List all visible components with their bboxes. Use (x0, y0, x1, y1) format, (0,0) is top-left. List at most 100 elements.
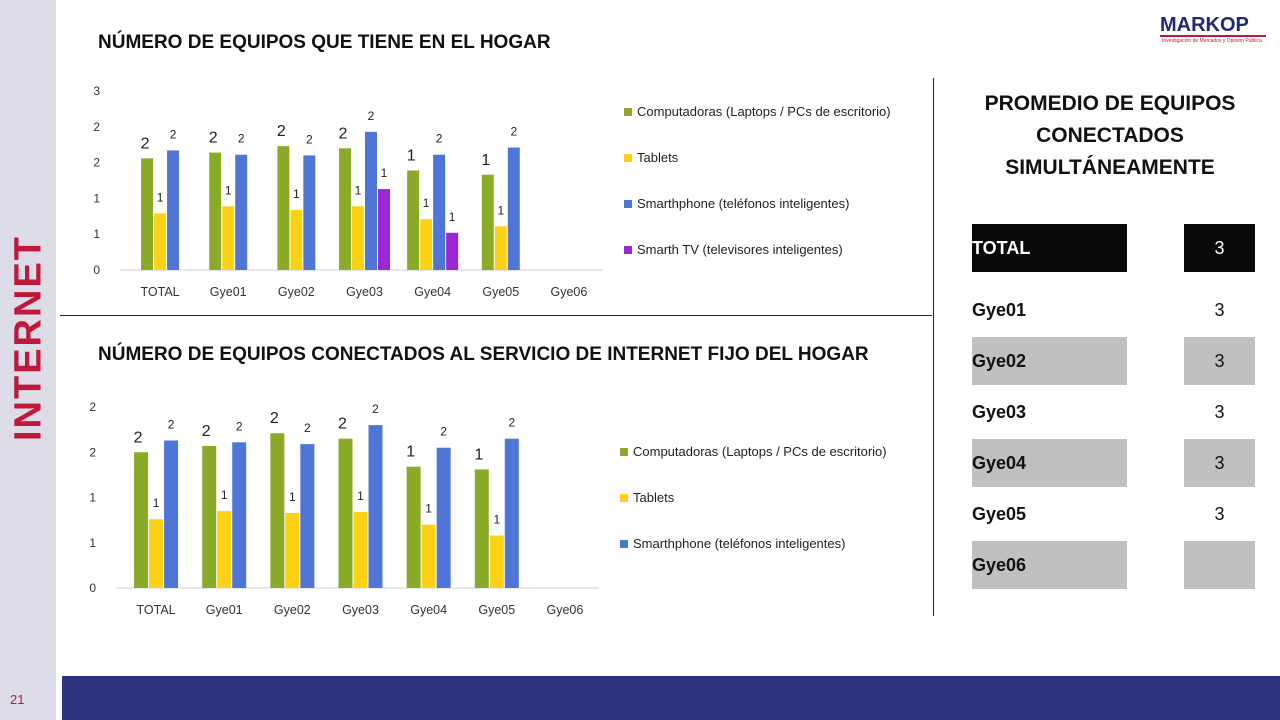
bar (303, 155, 316, 270)
bar (232, 442, 247, 588)
footer-bar (62, 676, 1280, 720)
data-label: 1 (481, 152, 490, 169)
bar (481, 174, 494, 270)
bar (368, 425, 383, 588)
bar (378, 189, 390, 270)
x-tick-label: TOTAL (141, 285, 180, 299)
legend-swatch (624, 200, 632, 208)
bar (507, 147, 520, 270)
bar (474, 469, 489, 588)
bar (365, 131, 377, 270)
bar (209, 152, 222, 270)
legend-swatch (620, 540, 628, 548)
promedio-row-label: Gye01 (972, 300, 1027, 320)
data-label: 1 (153, 496, 160, 510)
data-label: 2 (270, 410, 279, 427)
data-label: 2 (141, 135, 150, 152)
legend-swatch (624, 246, 632, 254)
bar (277, 146, 290, 270)
x-tick-label: Gye05 (482, 285, 519, 299)
legend-item: Tablets (624, 148, 894, 167)
legend-item: Computadoras (Laptops / PCs de escritori… (624, 102, 894, 121)
bar (167, 150, 180, 270)
bar (420, 219, 433, 270)
bar (504, 438, 519, 588)
promedio-row: TOTAL 3 (972, 224, 1256, 272)
bar (300, 444, 315, 588)
data-label: 1 (289, 490, 296, 504)
bar (489, 535, 504, 588)
data-label: 2 (440, 425, 447, 439)
x-tick-label: Gye05 (478, 603, 515, 617)
promedio-row-value: 3 (1184, 439, 1255, 487)
legend-item: Tablets (620, 488, 890, 507)
data-label: 1 (221, 488, 228, 502)
bar (407, 170, 420, 270)
chart1-title: NÚMERO DE EQUIPOS QUE TIENE EN EL HOGAR (98, 32, 551, 53)
data-label: 2 (436, 132, 443, 146)
bar (164, 440, 179, 588)
data-label: 1 (406, 444, 415, 461)
data-label: 1 (423, 196, 430, 210)
data-label: 2 (236, 419, 243, 433)
y-tick-label: 0 (89, 581, 96, 595)
y-tick-label: 3 (93, 84, 100, 98)
legend-swatch (624, 108, 632, 116)
promedio-row-value: 3 (1214, 504, 1225, 524)
bar (217, 511, 232, 588)
data-label: 2 (508, 416, 515, 430)
x-tick-label: Gye02 (278, 285, 315, 299)
legend-label: Tablets (637, 150, 679, 165)
data-label: 2 (202, 423, 211, 440)
y-tick-label: 1 (89, 536, 96, 550)
bar (433, 154, 446, 270)
x-tick-label: Gye04 (414, 285, 451, 299)
bar (134, 452, 149, 588)
legend-label: Computadoras (Laptops / PCs de escritori… (637, 104, 891, 119)
bar (149, 519, 164, 588)
y-tick-label: 2 (93, 120, 100, 134)
promedio-row-value (1184, 541, 1255, 589)
promedio-row-label: Gye03 (972, 402, 1027, 422)
promedio-row: Gye04 3 (972, 439, 1256, 487)
data-label: 1 (425, 502, 432, 516)
bar (436, 447, 451, 588)
data-label: 2 (277, 123, 286, 140)
bar (285, 512, 300, 588)
data-label: 2 (304, 421, 311, 435)
logo-brand: MARKOP (1160, 14, 1249, 36)
data-label: 2 (368, 109, 375, 123)
bar (338, 438, 353, 588)
data-label: 2 (168, 417, 175, 431)
markop-logo: MARKOP Investigación de Mercados y Opini… (1160, 14, 1266, 44)
data-label: 2 (170, 127, 177, 141)
legend-item: Smarth TV (televisores inteligentes) (624, 240, 894, 259)
section-label: INTERNET (7, 235, 50, 441)
data-label: 1 (157, 190, 164, 204)
legend-swatch (624, 154, 632, 162)
promedio-row: Gye03 3 (972, 388, 1256, 436)
bar (352, 206, 364, 270)
legend-swatch (620, 448, 628, 456)
vertical-divider (933, 78, 934, 616)
bar (154, 213, 167, 270)
promedio-row-label: Gye06 (972, 541, 1127, 589)
promedio-row-value: 3 (1184, 337, 1255, 385)
bar (235, 154, 248, 270)
bar (270, 433, 285, 588)
x-tick-label: Gye01 (206, 603, 243, 617)
data-label: 1 (407, 147, 416, 164)
data-label: 2 (238, 132, 245, 146)
x-tick-label: Gye02 (274, 603, 311, 617)
logo-tagline: Investigación de Mercados y Opinión Públ… (1162, 38, 1262, 44)
horizontal-divider (60, 315, 932, 316)
bar (141, 158, 154, 270)
promedio-row: Gye06 (972, 541, 1256, 589)
y-tick-label: 2 (93, 156, 100, 170)
legend-label: Tablets (633, 490, 675, 505)
legend-item: Computadoras (Laptops / PCs de escritori… (620, 442, 890, 461)
legend-item: Smarthphone (teléfonos inteligentes) (620, 534, 890, 553)
data-label: 2 (338, 416, 347, 433)
page-number-box (0, 676, 56, 720)
bar (353, 511, 368, 588)
